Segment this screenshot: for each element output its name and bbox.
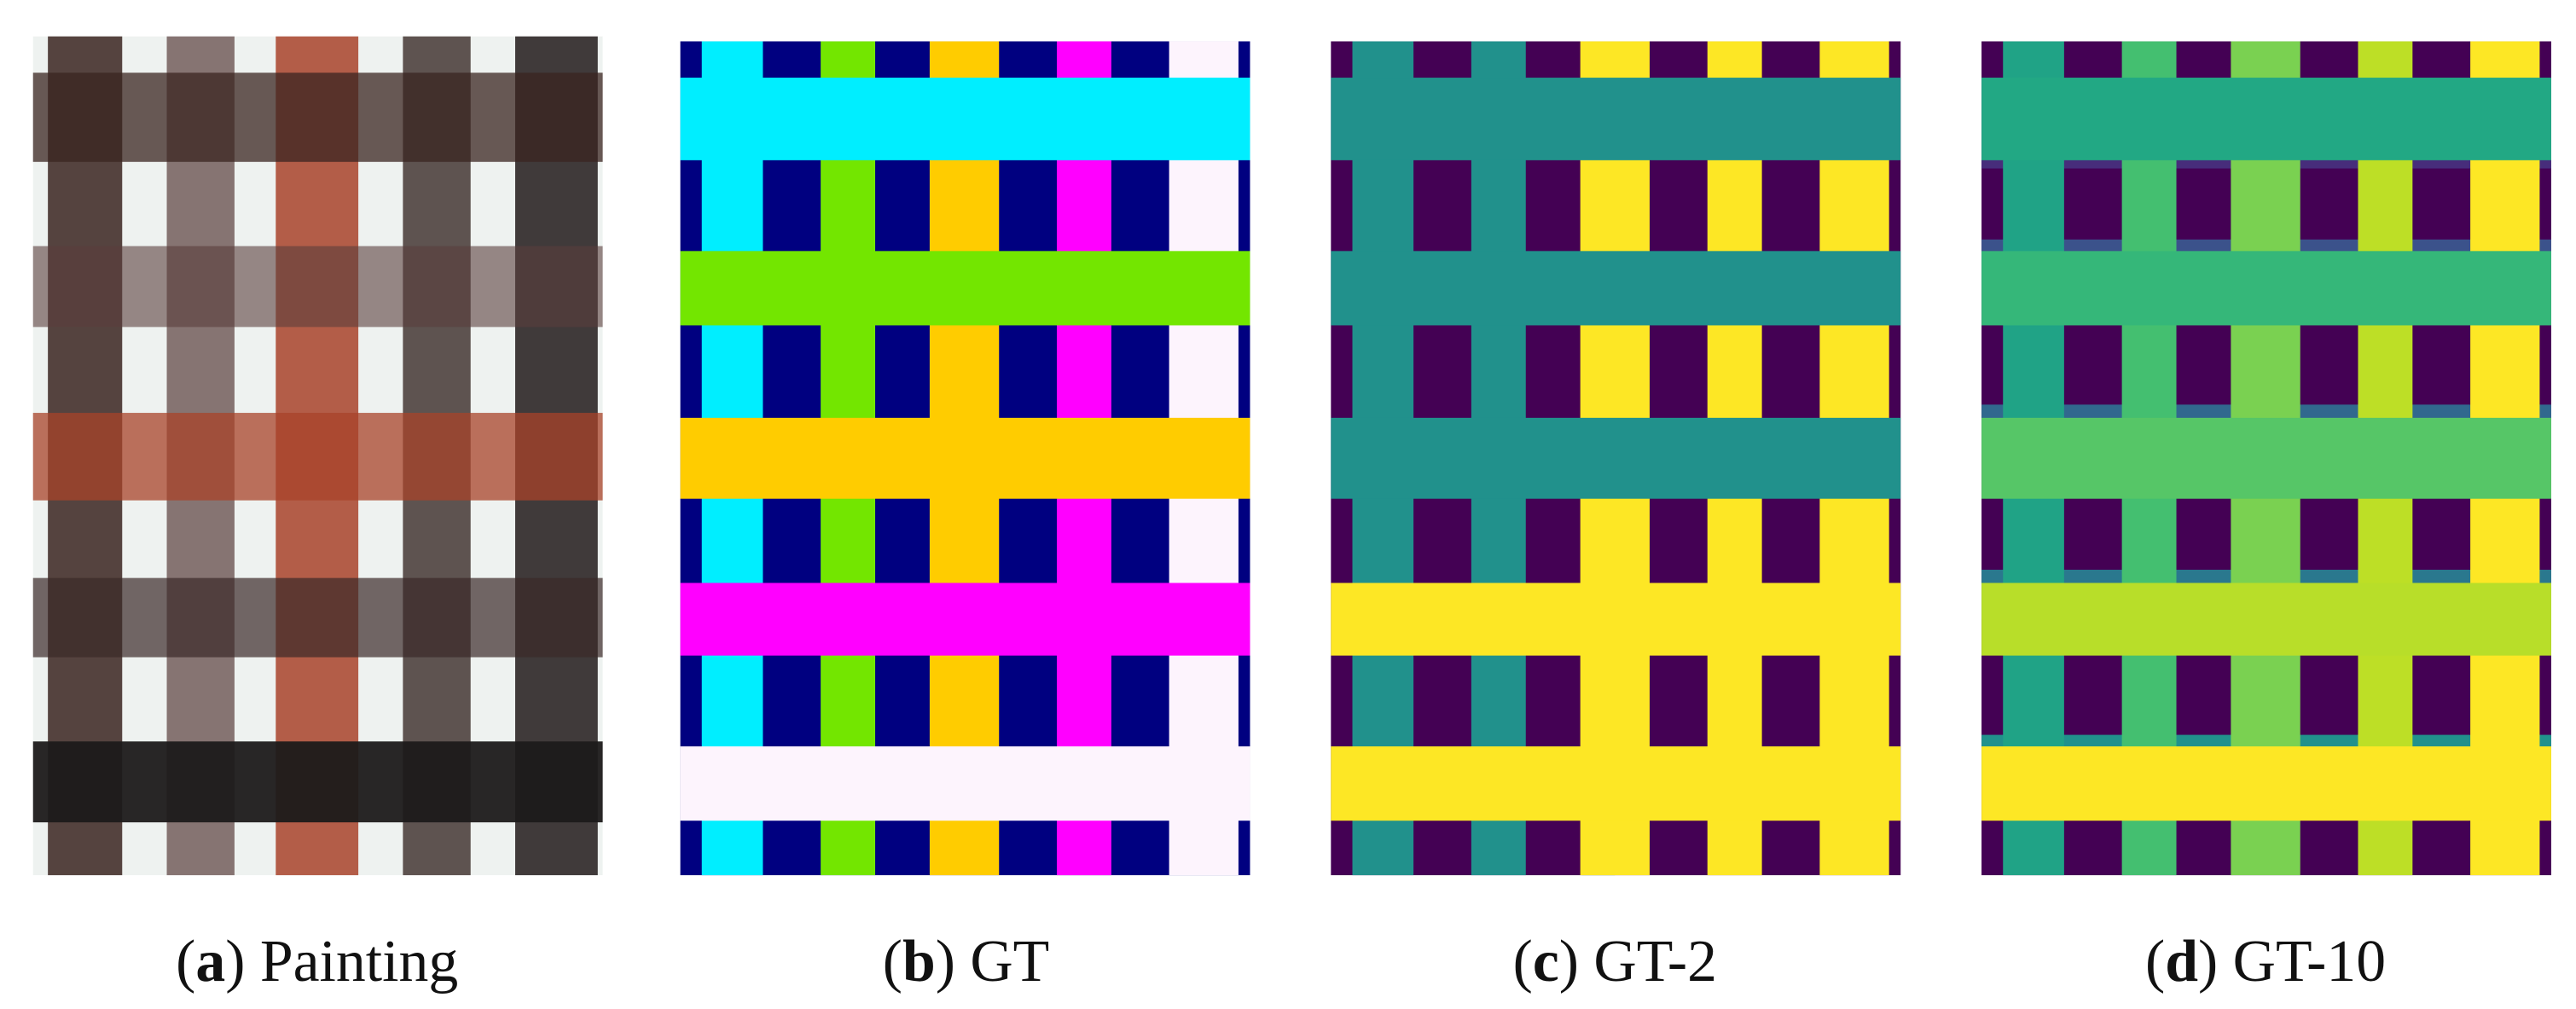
caption-letter: b <box>902 929 936 995</box>
stripe <box>32 246 603 328</box>
stripe <box>1981 746 2551 821</box>
caption-label: GT-2 <box>1593 929 1717 995</box>
stripe <box>32 741 603 823</box>
stripe <box>1331 417 1901 499</box>
caption: (c) GT-2 <box>1513 929 1717 995</box>
stripe <box>1331 251 1901 326</box>
caption-letter: a <box>195 929 225 995</box>
caption: (d) GT-10 <box>2145 929 2386 995</box>
panel-gt <box>680 41 1250 876</box>
caption-letter: c <box>1533 929 1559 995</box>
stripe <box>32 413 603 501</box>
stripe <box>680 417 1250 499</box>
stripe <box>1331 583 1901 656</box>
stripe <box>1981 417 2551 499</box>
caption-label: GT <box>970 929 1049 995</box>
stripe <box>32 72 603 162</box>
stripe <box>1981 251 2551 326</box>
panel-gt-2 <box>1331 41 1901 876</box>
caption-label: Painting <box>260 929 458 995</box>
caption: (a) Painting <box>176 929 458 995</box>
stripe <box>680 583 1250 656</box>
caption-label: GT-10 <box>2233 929 2386 995</box>
stripe <box>1331 78 1901 160</box>
stripe <box>1981 583 2551 656</box>
caption: (b) GT <box>883 929 1050 995</box>
stripe <box>1981 78 2551 160</box>
panel-gt-10 <box>1981 41 2551 876</box>
caption-letter: d <box>2165 929 2198 995</box>
stripe <box>32 577 603 658</box>
stripe <box>680 78 1250 160</box>
panel-painting <box>32 36 603 876</box>
stripe <box>680 746 1250 821</box>
stripe <box>680 251 1250 326</box>
stripe <box>1331 746 1901 821</box>
